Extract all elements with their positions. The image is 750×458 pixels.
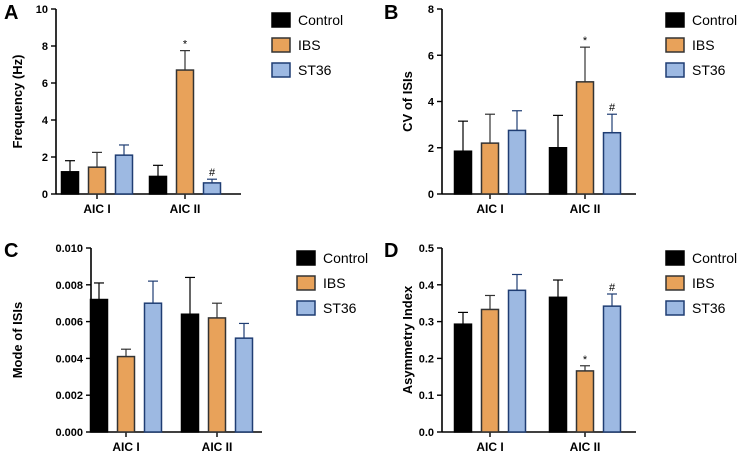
y-axis-label: Asymmetry Index	[400, 285, 415, 394]
legend-label-st36: ST36	[692, 62, 726, 78]
bar-control-aic-ii	[148, 175, 168, 195]
bar-ibs-aic-i	[116, 355, 136, 433]
y-tick-label: 4	[42, 115, 49, 127]
legend-label-st36: ST36	[298, 62, 332, 78]
panel-letter: A	[4, 2, 18, 24]
y-tick-label: 0.5	[419, 243, 434, 255]
x-tick-label: AIC II	[570, 202, 601, 216]
y-axis-label: CV of ISIs	[400, 71, 415, 132]
legend-swatch-control	[296, 250, 316, 266]
bar-st36-aic-i	[143, 302, 163, 433]
bar-st36-aic-ii	[602, 131, 622, 195]
y-tick-label: 0.4	[419, 280, 435, 292]
x-tick-label: AIC I	[112, 440, 139, 454]
bar-control-aic-i	[453, 150, 473, 195]
y-tick-label: 8	[42, 41, 48, 53]
x-tick-label: AIC I	[83, 202, 110, 216]
bar-ibs-aic-i	[480, 308, 500, 433]
x-tick-label: AIC II	[202, 440, 233, 454]
panel-letter: B	[384, 2, 398, 24]
y-tick-label: 2	[428, 143, 434, 155]
bar-ibs-aic-i	[87, 166, 107, 195]
bar-control-aic-i	[60, 171, 80, 195]
panel-letter: C	[4, 240, 18, 262]
y-tick-label: 0	[428, 189, 434, 201]
y-tick-label: 0.2	[419, 353, 434, 365]
y-axis-label: Frequency (Hz)	[10, 55, 25, 149]
y-tick-label: 0.0	[419, 427, 434, 439]
legend-label-control: Control	[298, 12, 343, 28]
legend-swatch-ibs	[665, 37, 685, 53]
y-tick-label: 0.3	[419, 317, 434, 329]
bar-ibs-aic-ii	[575, 370, 595, 433]
panel-a: A Frequency (Hz) 0 2 4 6 8 10 AIC I AIC II * # Contr…	[4, 2, 343, 216]
legend-label-control: Control	[692, 250, 737, 266]
panel-c: C Mode of ISIs 0.000 0.002 0.004 0.006 0.008 0.…	[4, 240, 368, 454]
bar-st36-aic-i	[507, 129, 527, 195]
legend-swatch-st36	[665, 62, 685, 78]
legend-label-ibs: IBS	[692, 275, 715, 291]
legend-swatch-control	[271, 12, 291, 28]
legend-label-st36: ST36	[323, 300, 357, 316]
legend-label-st36: ST36	[692, 300, 726, 316]
legend-swatch-ibs	[296, 275, 316, 291]
x-tick-label: AIC I	[476, 440, 503, 454]
y-tick-label: 0	[42, 189, 48, 201]
bar-ibs-aic-ii	[575, 81, 595, 195]
bar-st36-aic-i	[114, 154, 134, 195]
bar-control-aic-ii	[180, 313, 200, 433]
significance-hash: #	[609, 102, 616, 114]
panel-b: B CV of ISIs 0 2 4 6 8 AIC I AIC II * # Control IBS S…	[384, 2, 737, 216]
legend-swatch-st36	[296, 300, 316, 316]
bar-st36-aic-ii	[202, 182, 222, 195]
y-tick-label: 2	[42, 152, 48, 164]
legend-label-ibs: IBS	[323, 275, 346, 291]
y-tick-label: 4	[428, 97, 435, 109]
bar-control-aic-ii	[548, 296, 568, 433]
bar-st36-aic-i	[507, 289, 527, 433]
legend-swatch-ibs	[665, 275, 685, 291]
legend-label-control: Control	[323, 250, 368, 266]
bar-st36-aic-ii	[602, 305, 622, 433]
panel-d: D Asymmetry Index 0.0 0.1 0.2 0.3 0.4 0.5 AIC I A…	[384, 240, 737, 454]
x-tick-label: AIC II	[570, 440, 601, 454]
bar-control-aic-i	[453, 323, 473, 433]
bar-st36-aic-ii	[234, 337, 254, 433]
y-tick-label: 0.002	[55, 390, 83, 402]
legend-label-control: Control	[692, 12, 737, 28]
legend-swatch-st36	[271, 62, 291, 78]
bar-ibs-aic-ii	[207, 317, 227, 433]
legend-swatch-control	[665, 250, 685, 266]
panel-letter: D	[384, 240, 398, 262]
y-tick-label: 0.006	[55, 317, 83, 329]
y-tick-label: 0.1	[419, 390, 434, 402]
y-tick-label: 0.010	[55, 243, 83, 255]
y-tick-label: 10	[36, 4, 48, 16]
bar-ibs-aic-i	[480, 142, 500, 195]
y-tick-label: 6	[428, 50, 434, 62]
legend-swatch-ibs	[271, 37, 291, 53]
y-tick-label: 0.000	[55, 427, 83, 439]
significance-asterisk: *	[583, 354, 588, 366]
x-tick-label: AIC I	[476, 202, 503, 216]
bar-ibs-aic-ii	[175, 69, 195, 195]
bar-control-aic-i	[89, 298, 109, 433]
legend-label-ibs: IBS	[692, 37, 715, 53]
bar-control-aic-ii	[548, 147, 568, 195]
legend-swatch-st36	[665, 300, 685, 316]
legend-label-ibs: IBS	[298, 37, 321, 53]
y-tick-label: 8	[428, 4, 434, 16]
significance-hash: #	[209, 167, 216, 179]
y-tick-label: 0.008	[55, 280, 83, 292]
significance-asterisk: *	[183, 39, 188, 51]
y-tick-label: 0.004	[55, 353, 83, 365]
legend-swatch-control	[665, 12, 685, 28]
y-tick-label: 6	[42, 78, 48, 90]
significance-hash: #	[609, 282, 616, 294]
y-axis-label: Mode of ISIs	[10, 302, 25, 379]
significance-asterisk: *	[583, 35, 588, 47]
x-tick-label: AIC II	[170, 202, 201, 216]
